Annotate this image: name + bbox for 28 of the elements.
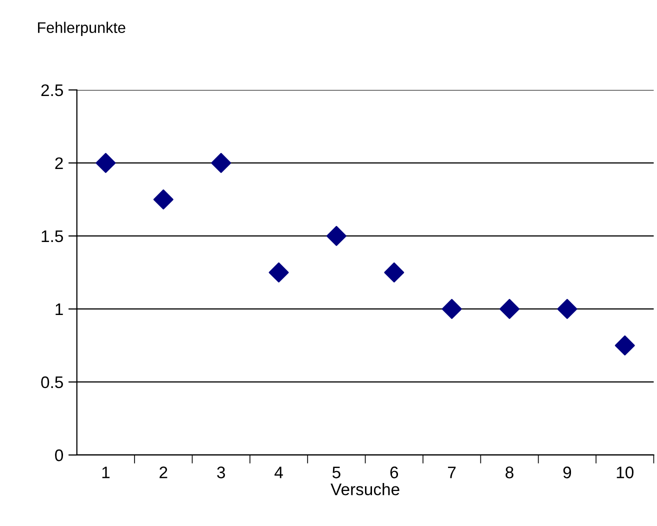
point [326,226,346,246]
x-tick-label: 1 [102,466,110,478]
x-tick-label: 9 [563,466,572,478]
point [96,152,116,173]
x-tick-label: 4 [274,466,283,478]
x-tick-label: 2 [160,466,168,478]
y-tick-label: 2.5 [41,84,63,96]
point [614,335,635,356]
y-tick-label: 0.5 [41,376,63,388]
point [211,152,232,173]
point [268,262,289,282]
x-tick-label: 6 [390,466,398,478]
x-tick-label: 8 [506,466,514,478]
y-tick-label: 1.5 [42,230,63,242]
point [557,298,578,319]
point [153,189,174,210]
y-tick-label: 0 [55,449,64,462]
x-tick-label: 10 [616,466,634,478]
point [384,262,404,282]
y-tick-label: 2 [55,157,63,169]
point [442,298,462,319]
x-tick-label: 5 [332,466,340,478]
y-axis-title: Fehlerpunkte [38,22,126,36]
point [499,298,520,319]
x-axis-title: Versuche [330,483,400,496]
x-tick-label: 7 [448,466,456,478]
y-tick-label: 1 [56,304,63,316]
x-tick-label: 3 [217,466,225,478]
